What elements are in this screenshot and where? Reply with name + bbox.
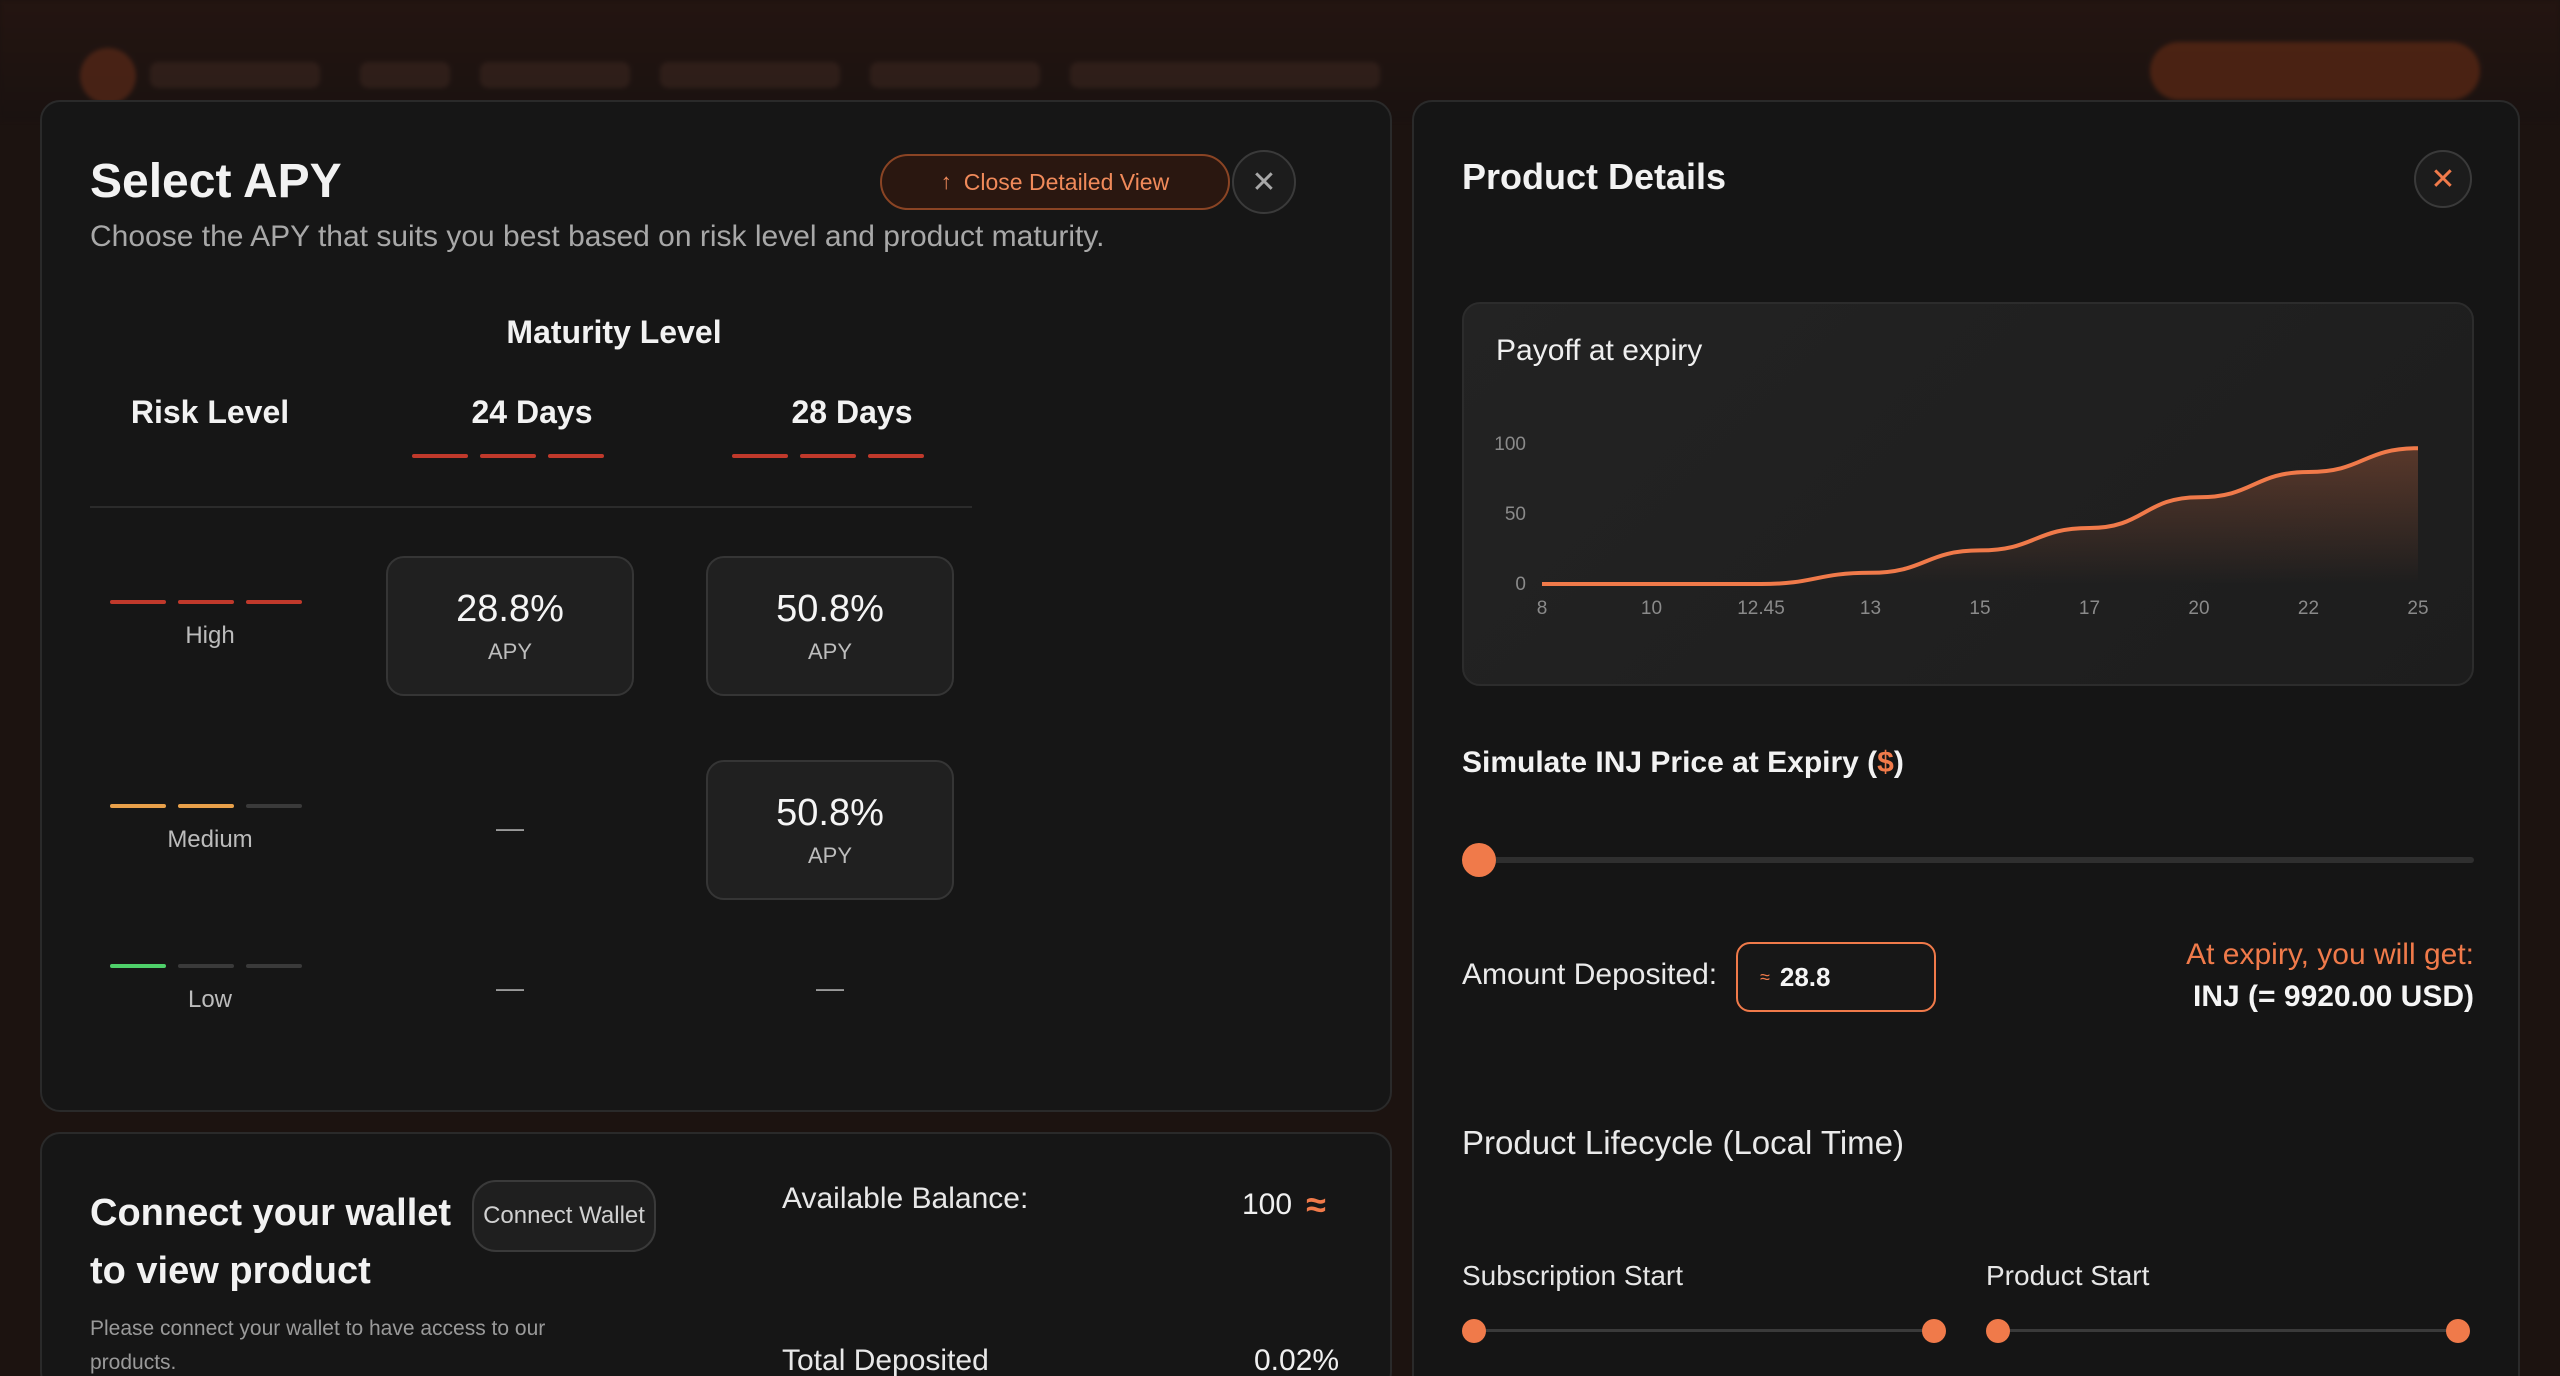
apy-unit: APY [807,638,853,664]
chart-title: Payoff at expiry [1496,334,1703,367]
apy-value: 50.8% [776,587,884,630]
x-tick-label: 12.45 [1737,598,1785,619]
apy-unavailable: — [496,972,524,1003]
x-tick-label: 22 [2298,598,2319,619]
panel-title: Select APY [90,155,342,208]
nav-item [660,62,840,88]
apy-option-medium-28[interactable]: 50.8% APY [706,760,954,900]
x-tick-label: 10 [1641,598,1662,619]
y-tick-label: 100 [1494,434,1526,455]
available-balance-value: 100 [1242,1188,1293,1221]
product-start-label: Product Start [1986,1260,2150,1291]
simulate-price-label: Simulate INJ Price at Expiry ($) [1462,746,1904,780]
wallet-panel: Connect your wallet to view product Conn… [40,1132,1392,1376]
nav-item [360,62,450,88]
lifecycle-dot [1986,1319,2010,1343]
divider [90,506,972,508]
apy-unavailable: — [816,972,844,1003]
amount-deposited-label: Amount Deposited: [1462,958,1718,991]
x-tick-label: 13 [1860,598,1881,619]
apy-option-high-24[interactable]: 28.8% APY [386,556,634,696]
arrow-up-icon: ↑ [940,169,952,194]
expiry-payout-label: At expiry, you will get: [2186,938,2474,971]
select-apy-panel: Select APY Choose the APY that suits you… [40,100,1392,1112]
nav-item [1070,62,1380,88]
risk-level-label: Risk Level [130,394,290,430]
connect-wallet-button[interactable]: Connect Wallet [472,1180,656,1252]
apy-value: 28.8% [456,587,564,630]
column-24-days: 24 Days [471,394,593,430]
nav-cta-button [2150,42,2480,100]
price-slider-thumb[interactable] [1462,843,1496,877]
lifecycle-track [1998,1329,2458,1332]
lifecycle-title: Product Lifecycle (Local Time) [1462,1124,1905,1161]
x-tick-label: 15 [1969,598,1990,619]
price-slider-track[interactable] [1462,857,2474,863]
subscription-start-label: Subscription Start [1462,1260,1683,1291]
expiry-payout-value: INJ (= 9920.00 USD) [2193,980,2474,1013]
risk-indicator-medium [110,804,302,808]
lifecycle-dot [1922,1319,1946,1343]
maturity-indicator-24 [412,454,604,458]
payoff-area [1542,448,2418,584]
y-tick-label: 50 [1505,504,1526,525]
close-icon[interactable]: ✕ [2414,150,2472,208]
apy-option-high-28[interactable]: 50.8% APY [706,556,954,696]
x-tick-label: 25 [2407,598,2428,619]
injective-icon: ≈ [1760,966,1770,987]
available-balance: 100 ≈ [1242,1184,1326,1226]
payoff-chart-card: Payoff at expiry 0 50 100 8 10 12.45 13 15 17 20 2… [1462,302,2474,686]
x-tick-label: 8 [1537,598,1548,619]
apy-unit: APY [487,638,533,664]
x-tick-label: 17 [2079,598,2100,619]
payoff-line [1542,446,2419,586]
lifecycle-track [1474,1329,1934,1332]
close-icon[interactable]: ✕ [1232,150,1296,214]
close-detailed-view-label: Close Detailed View [963,168,1170,195]
currency-symbol: $ [1877,746,1894,779]
panel-title: Product Details [1462,156,1727,197]
wallet-title: Connect your wallet to view product [90,1192,452,1292]
nav-item [870,62,1040,88]
nav-item [150,62,320,88]
y-tick-label: 0 [1515,574,1526,595]
available-balance-label: Available Balance: [782,1182,1029,1215]
nav-item [480,62,630,88]
x-tick-label: 20 [2188,598,2209,619]
risk-label-low: Low [187,986,233,1013]
close-detailed-view-button[interactable]: ↑ Close Detailed View [880,154,1230,210]
maturity-level-label: Maturity Level [506,314,722,350]
total-deposited-label: Total Deposited [782,1344,989,1376]
apy-unavailable: — [496,812,524,843]
simulate-label-suffix: ) [1893,746,1904,779]
risk-label-high: High [185,622,235,649]
simulate-label-text: Simulate INJ Price at Expiry ( [1462,746,1878,779]
amount-deposited-input[interactable]: ≈ 28.8 [1736,942,1936,1012]
apy-unit: APY [807,842,853,868]
risk-label-medium: Medium [167,826,253,853]
apy-value: 50.8% [776,791,884,834]
logo-icon [80,48,136,104]
total-deposited-value: 0.02% [1254,1344,1340,1376]
maturity-indicator-28 [732,454,924,458]
lifecycle-dot [2446,1319,2470,1343]
amount-value: 28.8 [1779,961,1831,992]
lifecycle-dot [1462,1319,1486,1343]
injective-icon: ≈ [1306,1184,1326,1225]
risk-indicator-low [110,964,302,968]
product-details-panel: Product Details ✕ Payoff at expiry 0 50 10… [1412,100,2520,1376]
column-28-days: 28 Days [791,394,913,430]
payoff-chart: 0 50 100 8 10 12.45 13 15 17 20 22 25 [1494,434,2428,619]
risk-indicator-high [110,600,302,604]
panel-subtitle: Choose the APY that suits you best based… [90,220,1105,253]
wallet-hint: Please connect your wallet to have acces… [90,1317,546,1374]
